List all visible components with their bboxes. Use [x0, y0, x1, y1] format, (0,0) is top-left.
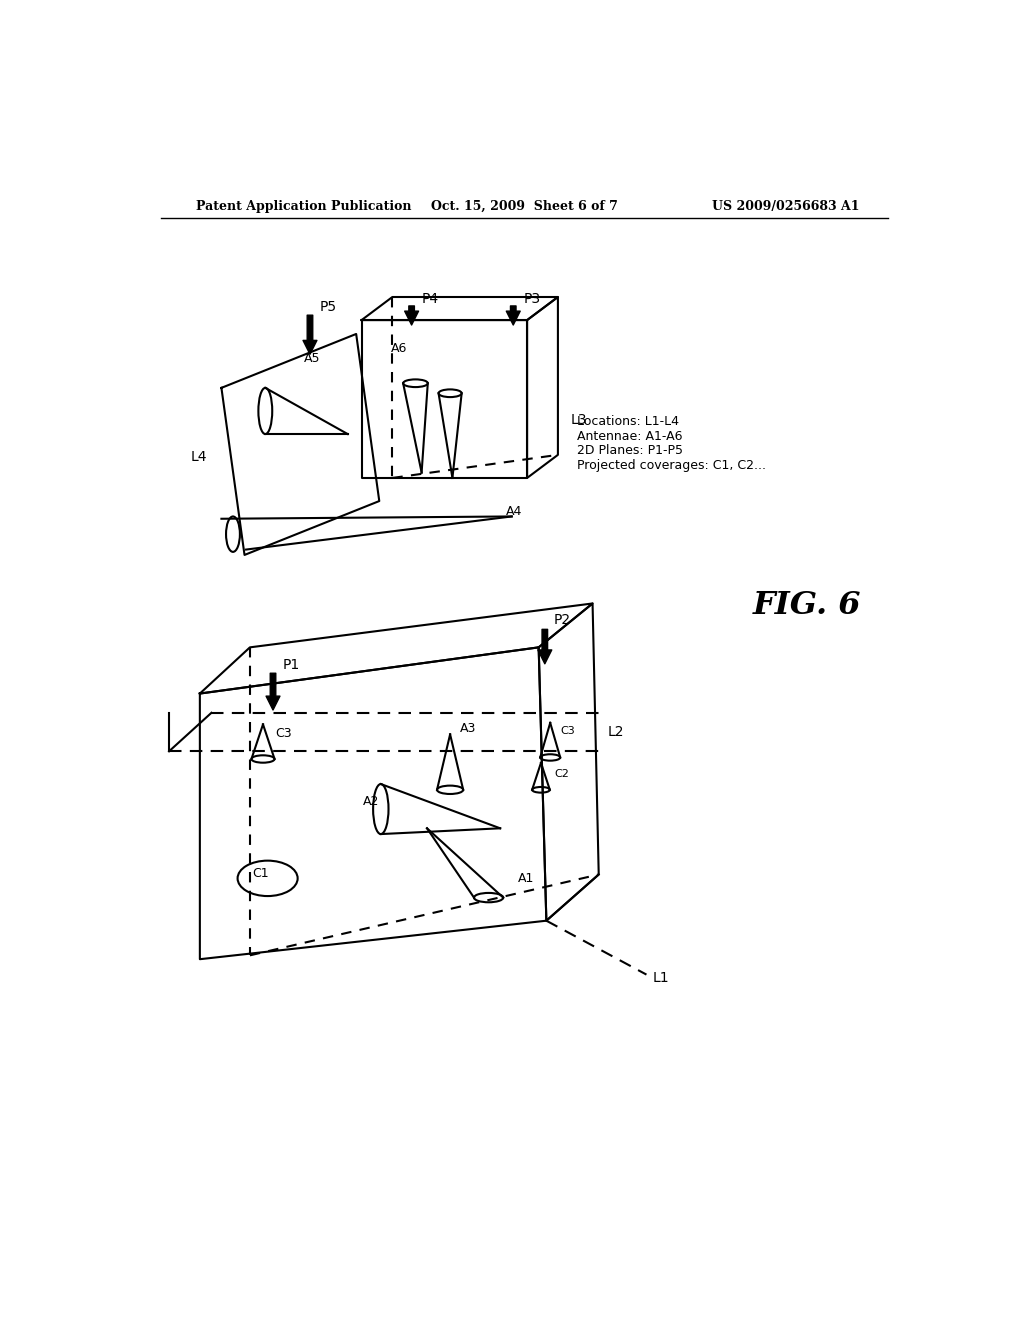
Text: Projected coverages: C1, C2...: Projected coverages: C1, C2... — [578, 459, 766, 473]
Text: Antennae: A1-A6: Antennae: A1-A6 — [578, 430, 683, 444]
Text: Locations: L1-L4: Locations: L1-L4 — [578, 416, 679, 428]
Text: 2D Planes: P1-P5: 2D Planes: P1-P5 — [578, 445, 683, 458]
Text: P3: P3 — [523, 292, 541, 305]
Text: Patent Application Publication: Patent Application Publication — [196, 199, 412, 213]
Text: FIG. 6: FIG. 6 — [753, 590, 861, 620]
Text: C3: C3 — [560, 726, 574, 737]
Text: A6: A6 — [391, 342, 408, 355]
Text: C1: C1 — [252, 867, 269, 880]
Text: P1: P1 — [283, 659, 300, 672]
Text: A4: A4 — [506, 506, 522, 517]
Text: A3: A3 — [460, 722, 476, 735]
Text: P4: P4 — [422, 292, 438, 305]
Text: A1: A1 — [518, 873, 535, 886]
Text: US 2009/0256683 A1: US 2009/0256683 A1 — [712, 199, 859, 213]
Text: A2: A2 — [364, 795, 380, 808]
Text: P5: P5 — [319, 300, 336, 314]
Text: L1: L1 — [652, 972, 670, 986]
Text: L3: L3 — [571, 413, 588, 428]
Text: L4: L4 — [190, 450, 207, 465]
Text: A5: A5 — [304, 352, 321, 366]
Text: C3: C3 — [275, 727, 292, 741]
Text: L2: L2 — [608, 725, 625, 739]
Text: Oct. 15, 2009  Sheet 6 of 7: Oct. 15, 2009 Sheet 6 of 7 — [431, 199, 617, 213]
Text: C2: C2 — [554, 768, 569, 779]
Text: P2: P2 — [554, 614, 571, 627]
